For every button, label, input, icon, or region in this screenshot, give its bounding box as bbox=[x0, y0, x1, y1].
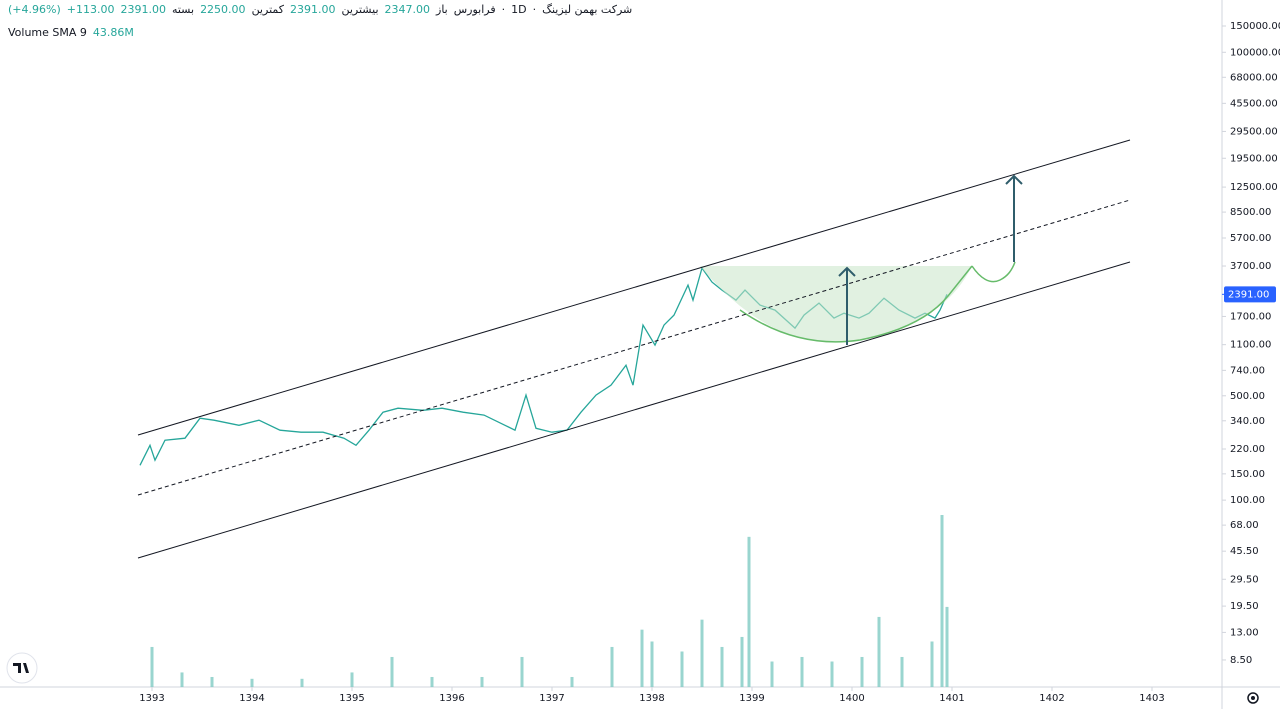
y-tick-label: 19500.00 bbox=[1230, 153, 1278, 164]
ohlc-header: شرکت بهمن لیزینگ · 1D · فرابورس باز 2347.00… bbox=[8, 3, 633, 16]
cup-curve bbox=[739, 265, 973, 343]
close: 2391.00 bbox=[120, 3, 166, 16]
x-tick-label: 1394 bbox=[239, 693, 264, 704]
y-tick-label: 1100.00 bbox=[1230, 340, 1271, 351]
y-tick-label: 19.50 bbox=[1230, 601, 1259, 612]
handle-curve bbox=[971, 261, 1016, 283]
y-tick-label: 12500.00 bbox=[1230, 182, 1278, 193]
volume-bar bbox=[430, 676, 434, 687]
y-tick-label: 68000.00 bbox=[1230, 72, 1278, 83]
volume-bar bbox=[210, 676, 214, 687]
volume-sma: 43.86M bbox=[92, 26, 134, 39]
cup-area bbox=[700, 266, 972, 342]
open-label: باز bbox=[436, 3, 448, 16]
y-tick-label: 8500.00 bbox=[1230, 207, 1271, 218]
y-tick-label: 3700.00 bbox=[1230, 261, 1271, 272]
arrow-head bbox=[1005, 174, 1023, 185]
volume-bar bbox=[720, 646, 724, 687]
volume-legend: Volume SMA 9 43.86M bbox=[8, 26, 134, 39]
volume-bar bbox=[900, 656, 904, 687]
volume-bar bbox=[650, 641, 654, 687]
y-tick-label: 45.50 bbox=[1230, 546, 1259, 557]
volume-bar bbox=[300, 678, 304, 687]
y-tick-label: 100000.00 bbox=[1230, 47, 1280, 58]
close-label: بسته bbox=[171, 3, 195, 16]
volume-label: Volume SMA 9 bbox=[8, 26, 87, 39]
volume-bar bbox=[800, 656, 804, 687]
tv-logo bbox=[6, 652, 38, 684]
volume-bar bbox=[940, 515, 944, 687]
y-tick-label: 220.00 bbox=[1230, 444, 1265, 455]
x-tick-label: 1393 bbox=[139, 693, 164, 704]
x-tick-label: 1400 bbox=[839, 693, 864, 704]
x-tick-label: 1398 bbox=[639, 693, 664, 704]
channel-lower bbox=[137, 261, 1131, 559]
high: 2391.00 bbox=[289, 3, 336, 16]
volume-bar bbox=[570, 676, 574, 687]
y-tick-label: 1700.00 bbox=[1230, 311, 1271, 322]
last-price-tag bbox=[1224, 286, 1276, 303]
low: 2250.00 bbox=[200, 3, 246, 16]
settings-icon[interactable] bbox=[1247, 692, 1259, 704]
exchange: فرابورس bbox=[453, 3, 496, 16]
arrow-head bbox=[838, 266, 856, 277]
y-tick-label: 150000.00 bbox=[1230, 21, 1280, 32]
interval: 1D bbox=[511, 3, 527, 16]
volume-bar bbox=[180, 672, 184, 687]
volume-bar bbox=[830, 661, 834, 687]
last-price-label: 2391.00 bbox=[1228, 289, 1269, 300]
volume-bar bbox=[520, 656, 524, 687]
volume-bar bbox=[945, 606, 949, 687]
y-tick-label: 100.00 bbox=[1230, 495, 1265, 506]
x-tick-label: 1395 bbox=[339, 693, 364, 704]
y-tick-label: 8.50 bbox=[1230, 655, 1252, 666]
volume-bar bbox=[250, 678, 254, 687]
volume-bar bbox=[700, 619, 704, 687]
volume-bar bbox=[877, 616, 881, 687]
volume-bar bbox=[480, 676, 484, 687]
y-tick-label: 45500.00 bbox=[1230, 98, 1278, 109]
volume-bar bbox=[747, 536, 751, 687]
x-tick-label: 1397 bbox=[539, 693, 564, 704]
volume-bar bbox=[610, 646, 614, 687]
x-tick-label: 1403 bbox=[1139, 693, 1164, 704]
plot-area bbox=[0, 0, 1222, 687]
arrows bbox=[838, 174, 1023, 345]
symbol: شرکت بهمن لیزینگ bbox=[542, 3, 633, 16]
y-tick-label: 740.00 bbox=[1230, 365, 1265, 376]
channel-upper bbox=[137, 139, 1131, 436]
change-pct: (+4.96%) bbox=[8, 3, 61, 16]
volume-bar bbox=[350, 672, 354, 687]
x-tick-label: 1396 bbox=[439, 693, 464, 704]
y-tick-label: 150.00 bbox=[1230, 469, 1265, 480]
y-tick-label: 13.00 bbox=[1230, 627, 1259, 638]
x-tick-label: 1399 bbox=[739, 693, 764, 704]
low-label: کمترین bbox=[251, 3, 284, 16]
y-tick-label: 500.00 bbox=[1230, 391, 1265, 402]
change: +113.00 bbox=[66, 3, 115, 16]
volume-bar bbox=[150, 646, 154, 687]
channel-middle bbox=[137, 199, 1131, 496]
y-tick-label: 29.50 bbox=[1230, 574, 1259, 585]
open: 2347.00 bbox=[384, 3, 431, 16]
volume-bar bbox=[390, 656, 394, 687]
volume-bar bbox=[640, 629, 644, 687]
volume-bar bbox=[770, 661, 774, 687]
volume-bar bbox=[680, 651, 684, 687]
y-tick-label: 340.00 bbox=[1230, 416, 1265, 427]
x-tick-label: 1402 bbox=[1039, 693, 1064, 704]
y-tick-label: 68.00 bbox=[1230, 520, 1259, 531]
y-tick-label: 5700.00 bbox=[1230, 233, 1271, 244]
x-tick-label: 1401 bbox=[939, 693, 964, 704]
volume-bar bbox=[860, 656, 864, 687]
volume-bar bbox=[930, 641, 934, 687]
high-label: بیشترین bbox=[341, 3, 379, 16]
y-tick-label: 29500.00 bbox=[1230, 126, 1278, 137]
volume-bar bbox=[740, 636, 744, 687]
